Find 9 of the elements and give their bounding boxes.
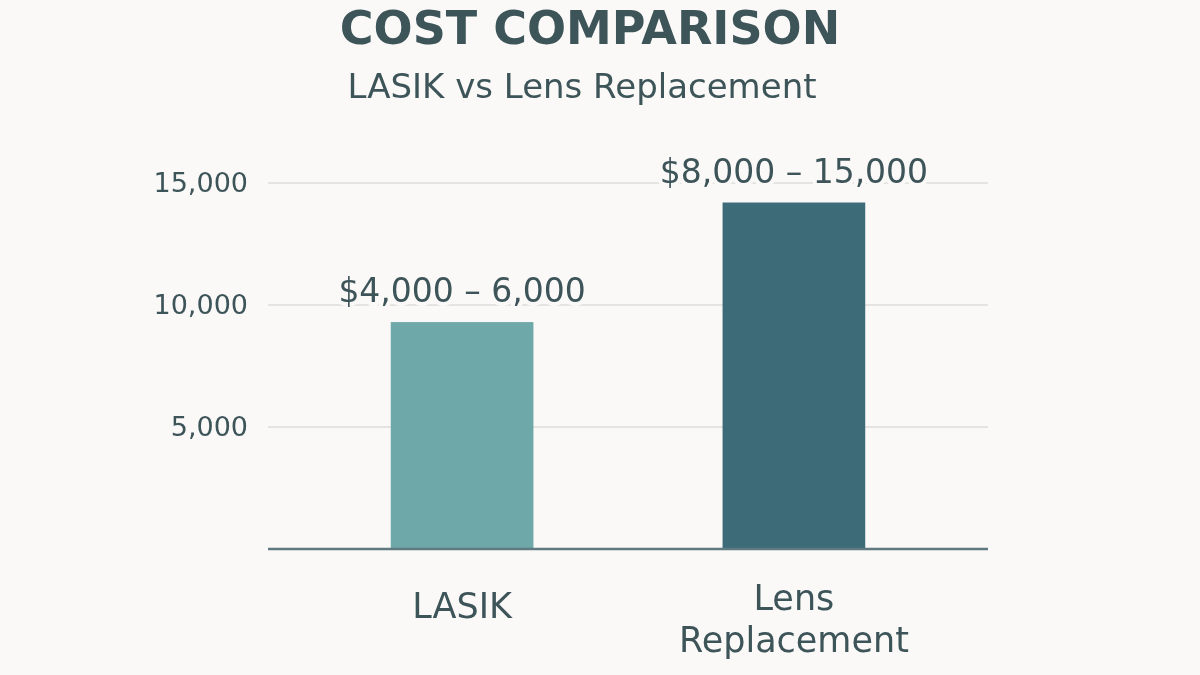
y-tick-label: 10,000 xyxy=(153,289,248,321)
annotation: $8,000 – 15,000 xyxy=(659,151,929,191)
y-tick-label: 15,000 xyxy=(153,167,248,199)
x-tick-label: Lens Replacement xyxy=(678,578,909,661)
x-tick-label: LASIK xyxy=(412,586,514,627)
chart-title: COST COMPARISON xyxy=(339,1,841,55)
chart-subtitle: LASIK vs Lens Replacement xyxy=(347,66,817,106)
annotation: $4,000 – 6,000 xyxy=(338,271,586,311)
y-tick-label: 5,000 xyxy=(170,411,248,443)
